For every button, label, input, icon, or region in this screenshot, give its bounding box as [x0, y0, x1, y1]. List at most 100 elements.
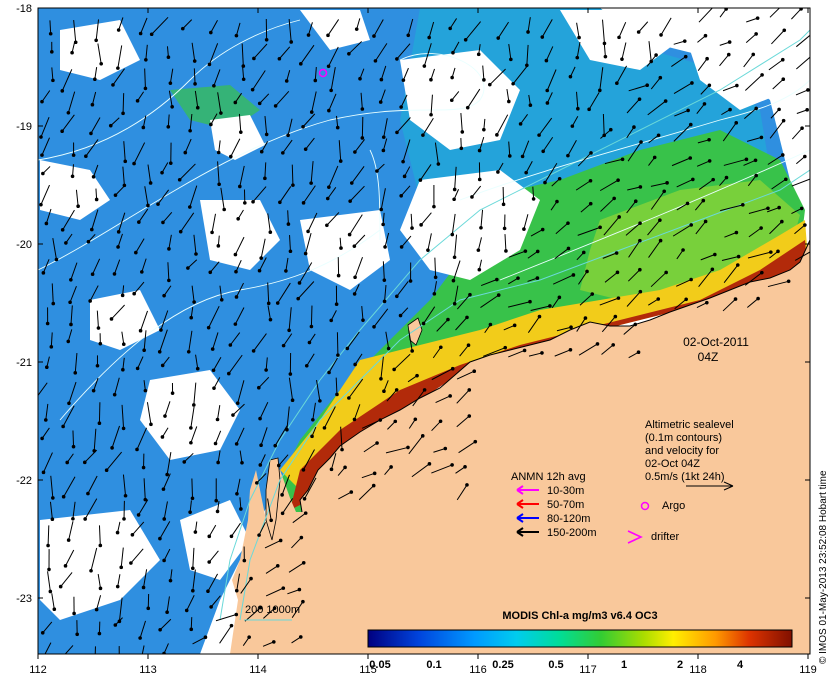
anmn-legend-arrowhead — [516, 499, 524, 509]
velocity-arrow-head — [703, 33, 708, 38]
velocity-arrow-head — [495, 133, 499, 137]
velocity-arrow — [182, 19, 193, 29]
velocity-arrow-head — [121, 367, 125, 372]
velocity-arrow-head — [575, 55, 580, 60]
velocity-arrow — [349, 185, 365, 202]
velocity-arrow-head — [89, 131, 93, 136]
velocity-arrow-head — [301, 468, 306, 472]
velocity-arrow-head — [429, 112, 433, 117]
velocity-arrow — [291, 636, 302, 644]
velocity-arrow-head — [395, 294, 399, 299]
velocity-arrow-head — [476, 52, 481, 57]
velocity-arrow — [236, 427, 245, 445]
velocity-arrow — [512, 64, 529, 85]
colorbar-tick-label: 1 — [621, 659, 627, 671]
velocity-arrow-head — [477, 177, 482, 182]
velocity-arrow-head — [566, 246, 571, 251]
velocity-arrow-head — [229, 154, 233, 159]
velocity-arrow-head — [302, 496, 307, 501]
velocity-arrow-head — [39, 135, 43, 139]
velocity-arrow — [544, 162, 558, 183]
velocity-arrow-head — [149, 422, 153, 427]
velocity-arrow — [110, 117, 120, 127]
velocity-arrow-head — [309, 181, 313, 185]
velocity-arrow-head — [280, 511, 285, 516]
velocity-arrow — [49, 20, 52, 34]
velocity-arrow — [330, 310, 337, 321]
velocity-arrow-head — [465, 105, 470, 110]
velocity-arrow-head — [735, 83, 739, 88]
velocity-arrow-head — [408, 279, 413, 283]
velocity-arrow-head — [167, 247, 171, 251]
velocity-arrow-head — [240, 461, 244, 465]
velocity-arrow — [771, 178, 787, 190]
velocity-arrow-head — [326, 33, 330, 38]
velocity-arrow-head — [186, 349, 191, 354]
velocity-arrow — [72, 430, 75, 447]
velocity-arrow-head — [528, 299, 532, 304]
velocity-arrow — [304, 477, 317, 500]
velocity-arrow — [84, 498, 98, 520]
velocity-arrow — [455, 466, 466, 474]
velocity-arrow-head — [487, 82, 492, 87]
velocity-arrow — [90, 117, 101, 134]
velocity-arrow-head — [135, 99, 140, 103]
velocity-arrow-head — [419, 223, 423, 227]
velocity-arrow-head — [512, 323, 517, 328]
velocity-arrow-head — [229, 534, 234, 539]
velocity-arrow-head — [535, 249, 540, 254]
velocity-arrow-head — [443, 446, 448, 451]
velocity-arrow-head — [665, 181, 669, 185]
velocity-arrow — [719, 54, 730, 67]
velocity-arrow — [571, 115, 579, 127]
velocity-arrow-head — [66, 538, 71, 542]
isobath-200m — [239, 169, 810, 621]
velocity-arrow — [384, 232, 390, 248]
velocity-arrow — [47, 525, 50, 546]
argo-legend-symbol — [640, 501, 650, 511]
velocity-arrow-head — [372, 471, 377, 476]
velocity-arrow-head — [736, 254, 741, 259]
velocity-arrow — [791, 8, 802, 20]
velocity-arrow — [252, 70, 266, 90]
velocity-arrow — [477, 237, 482, 251]
velocity-arrow-head — [98, 341, 103, 346]
velocity-arrow-head — [69, 277, 73, 282]
velocity-arrow — [720, 204, 743, 212]
velocity-arrow-head — [452, 255, 457, 260]
velocity-arrow-head — [327, 108, 331, 113]
velocity-arrow-head — [615, 270, 620, 275]
velocity-arrow-head — [40, 630, 45, 635]
velocity-arrow-head — [313, 78, 318, 83]
velocity-arrow-head — [47, 567, 51, 572]
velocity-arrow — [50, 332, 53, 347]
velocity-arrow — [483, 347, 506, 357]
velocity-arrow-head — [537, 133, 541, 137]
velocity-arrow — [676, 202, 688, 211]
velocity-arrow — [71, 41, 76, 53]
velocity-arrow-head — [268, 230, 273, 234]
velocity-arrow — [151, 16, 169, 35]
velocity-arrow — [503, 324, 515, 331]
velocity-arrow-head — [372, 34, 376, 38]
velocity-arrow-head — [288, 249, 293, 254]
velocity-arrow-head — [188, 128, 192, 133]
velocity-arrow-head — [724, 8, 728, 11]
velocity-arrow-head — [418, 178, 423, 182]
velocity-arrow — [348, 378, 364, 399]
velocity-arrow-head — [329, 318, 334, 323]
velocity-arrow — [422, 117, 434, 136]
velocity-arrow-head — [566, 153, 570, 158]
velocity-arrow-head — [476, 248, 481, 252]
velocity-arrow — [602, 19, 605, 44]
velocity-arrow — [141, 258, 147, 273]
velocity-arrow-head — [138, 31, 143, 36]
velocity-arrow — [618, 22, 627, 38]
velocity-arrow-head — [523, 249, 528, 253]
velocity-arrow — [623, 324, 636, 335]
velocity-arrow — [456, 370, 475, 380]
velocity-arrow-head — [633, 322, 638, 327]
velocity-arrow — [212, 332, 219, 350]
colorbar-tick-label: 0.1 — [426, 659, 441, 671]
velocity-arrow — [330, 67, 336, 91]
